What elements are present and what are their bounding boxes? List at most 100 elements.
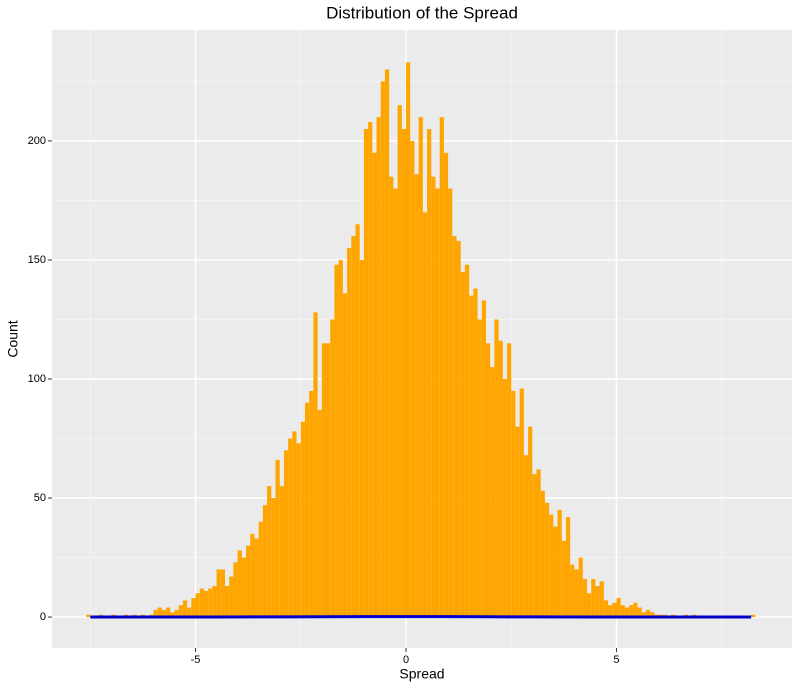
x-tick-label: -5 bbox=[191, 654, 201, 666]
bar bbox=[414, 174, 418, 617]
x-tick-label: 0 bbox=[403, 654, 409, 666]
bar bbox=[536, 469, 540, 617]
bar bbox=[511, 391, 515, 617]
bar bbox=[570, 565, 574, 617]
bar bbox=[528, 427, 532, 617]
bar bbox=[621, 605, 625, 617]
x-tick-label: 5 bbox=[613, 654, 619, 666]
bar bbox=[553, 527, 557, 617]
bar bbox=[326, 343, 330, 617]
bar bbox=[457, 241, 461, 617]
bar bbox=[549, 515, 553, 617]
bar bbox=[604, 600, 608, 617]
bar bbox=[486, 343, 490, 617]
y-tick-label: 200 bbox=[28, 135, 46, 147]
bar bbox=[263, 505, 267, 617]
bar bbox=[360, 260, 364, 617]
bar bbox=[200, 588, 204, 617]
bar bbox=[398, 105, 402, 617]
bar bbox=[410, 141, 414, 617]
bar bbox=[574, 569, 578, 617]
bar bbox=[347, 248, 351, 617]
bar bbox=[562, 541, 566, 617]
x-axis-label: Spread bbox=[399, 666, 444, 682]
bar bbox=[444, 153, 448, 617]
bar bbox=[233, 562, 237, 617]
bar bbox=[435, 189, 439, 618]
bar bbox=[431, 177, 435, 617]
bar bbox=[558, 510, 562, 617]
bar bbox=[591, 579, 595, 617]
y-tick-label: 0 bbox=[40, 611, 46, 623]
bar bbox=[217, 569, 221, 617]
bar bbox=[301, 422, 305, 617]
bar bbox=[524, 455, 528, 617]
bar bbox=[389, 177, 393, 617]
bar bbox=[616, 598, 620, 617]
bar bbox=[297, 443, 301, 617]
bar bbox=[284, 450, 288, 617]
bar bbox=[393, 189, 397, 618]
bar bbox=[254, 538, 258, 617]
bar bbox=[313, 312, 317, 617]
bar bbox=[318, 410, 322, 617]
bar bbox=[288, 439, 292, 618]
bar bbox=[305, 403, 309, 617]
bar bbox=[246, 546, 250, 617]
bar bbox=[452, 236, 456, 617]
bar bbox=[532, 474, 536, 617]
bar bbox=[377, 117, 381, 617]
bar bbox=[473, 289, 477, 618]
y-tick-label: 150 bbox=[28, 254, 46, 266]
bar bbox=[372, 153, 376, 617]
bar bbox=[633, 603, 637, 617]
bar bbox=[579, 558, 583, 618]
bar bbox=[494, 319, 498, 617]
bar bbox=[419, 117, 423, 617]
bar bbox=[368, 122, 372, 617]
bar bbox=[208, 588, 212, 617]
bar bbox=[179, 605, 183, 617]
bar bbox=[276, 460, 280, 617]
bar bbox=[541, 491, 545, 617]
bar bbox=[507, 343, 511, 617]
bar bbox=[423, 212, 427, 617]
bar bbox=[238, 550, 242, 617]
bar bbox=[271, 498, 275, 617]
bar bbox=[600, 581, 604, 617]
bar bbox=[330, 319, 334, 617]
bar bbox=[385, 70, 389, 618]
bar bbox=[355, 224, 359, 617]
bar bbox=[280, 486, 284, 617]
y-tick-label: 50 bbox=[34, 492, 46, 504]
bar bbox=[86, 615, 90, 617]
bar bbox=[351, 236, 355, 617]
bar bbox=[490, 367, 494, 617]
bar bbox=[196, 593, 200, 617]
bar bbox=[183, 600, 187, 617]
y-axis-label: Count bbox=[5, 320, 21, 357]
bar bbox=[608, 605, 612, 617]
bar bbox=[448, 189, 452, 618]
bar bbox=[469, 296, 473, 617]
bar bbox=[587, 593, 591, 617]
y-tick-label: 100 bbox=[28, 373, 46, 385]
bar bbox=[465, 265, 469, 617]
bar bbox=[612, 603, 616, 617]
bar bbox=[364, 129, 368, 617]
bar bbox=[629, 605, 633, 617]
bar bbox=[309, 391, 313, 617]
bar bbox=[292, 431, 296, 617]
bar bbox=[499, 341, 503, 617]
bar bbox=[461, 272, 465, 617]
bar bbox=[427, 129, 431, 617]
bar bbox=[566, 517, 570, 617]
bar bbox=[515, 427, 519, 617]
bar bbox=[440, 117, 444, 617]
bar bbox=[322, 343, 326, 617]
bar bbox=[334, 265, 338, 617]
bar bbox=[520, 389, 524, 618]
bar bbox=[343, 293, 347, 617]
bar bbox=[259, 522, 263, 617]
